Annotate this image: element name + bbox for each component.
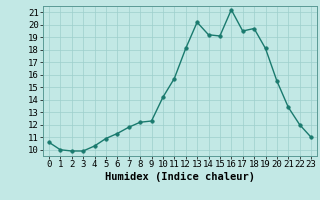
X-axis label: Humidex (Indice chaleur): Humidex (Indice chaleur) <box>105 172 255 182</box>
